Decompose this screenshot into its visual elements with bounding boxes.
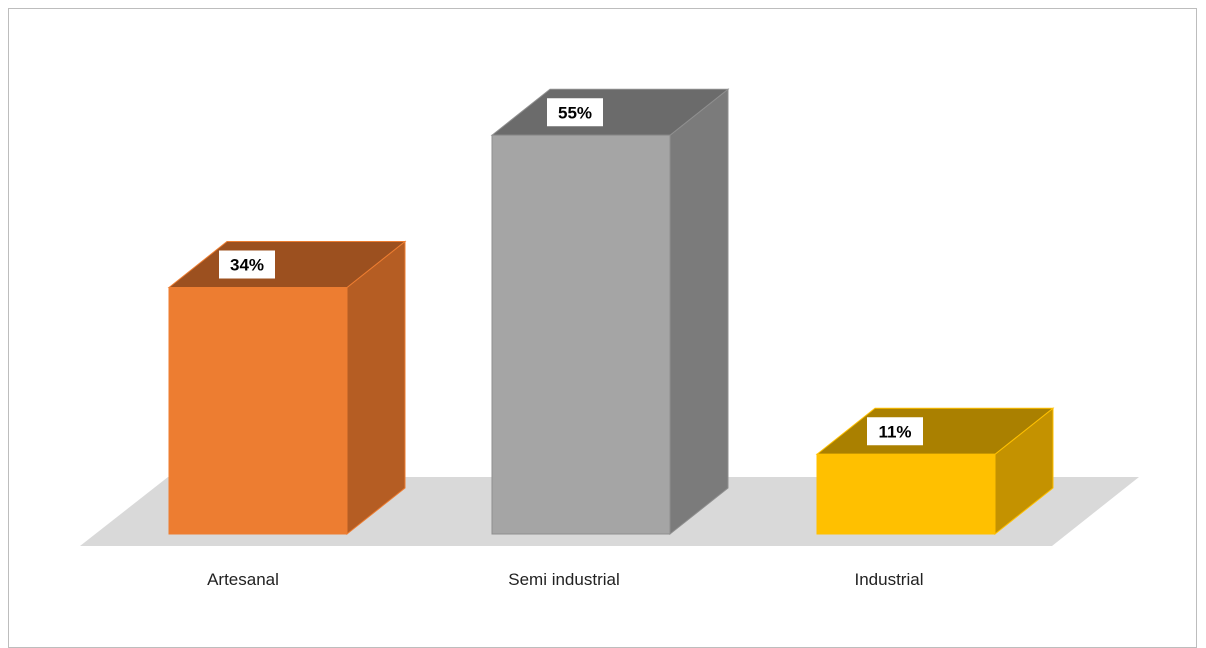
category-labels: Artesanal Semi industrial Industrial [207, 570, 923, 589]
bar-front-face [168, 287, 348, 535]
category-label: Industrial [855, 570, 924, 589]
bar-front-face [491, 134, 671, 535]
bar-front-face [816, 453, 996, 535]
data-label-box [219, 250, 275, 279]
category-label: Semi industrial [508, 570, 620, 589]
data-label-box [547, 98, 603, 127]
category-label: Artesanal [207, 570, 279, 589]
bar-industrial: 11% [815, 407, 1055, 536]
bar-side-face [669, 88, 729, 536]
data-label-box [867, 417, 923, 446]
bar-semi-industrial: 55% [490, 88, 730, 536]
bar-artesanal: 34% [167, 240, 407, 536]
data-label: 55% [558, 103, 592, 122]
data-label: 34% [230, 256, 264, 275]
bars-group: 34% 55% 11% [167, 88, 1055, 536]
bar-chart: 34% 55% 11% Artesanal Semi industrial Indust… [80, 88, 1139, 589]
bar-side-face [346, 240, 406, 536]
data-label: 11% [878, 422, 911, 441]
